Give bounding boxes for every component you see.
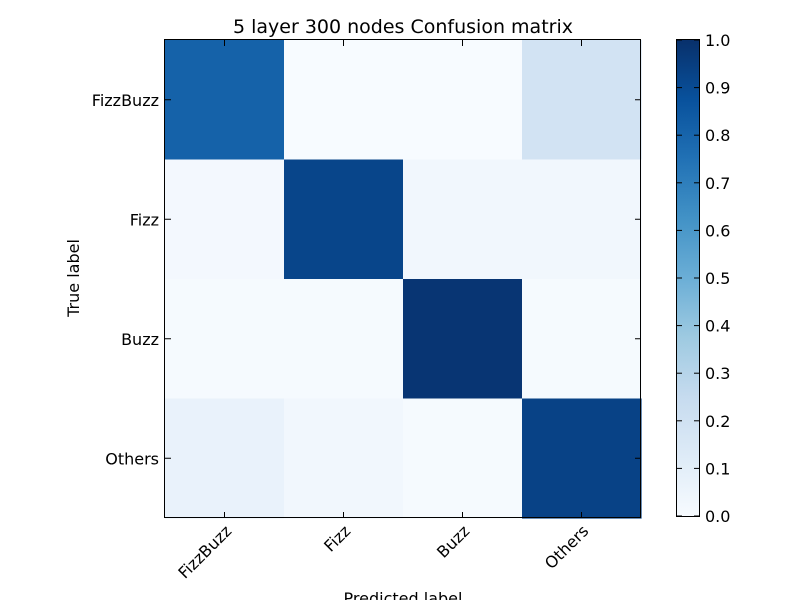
heatmap-cell (522, 279, 642, 400)
heatmap-cell (165, 279, 285, 400)
colorbar-tick-label: 0.1 (705, 459, 730, 478)
heatmap-cell (403, 40, 523, 161)
colorbar-tick-label: 0.8 (705, 126, 730, 145)
colorbar-tick-label: 0.6 (705, 221, 730, 240)
x-tick-label: FizzBuzz (174, 521, 235, 582)
y-tick-label: Fizz (130, 210, 159, 229)
y-tick-label: FizzBuzz (92, 91, 159, 110)
x-axis-label: Predicted label (344, 589, 463, 600)
heatmap-cells (165, 40, 642, 519)
heatmap-cell (403, 279, 523, 400)
colorbar-tick-label: 1.0 (705, 31, 730, 50)
y-tick-label: Buzz (121, 330, 159, 349)
colorbar-ticks: 0.0 0.1 0.2 0.3 0.4 0.5 0.6 0.7 0.8 0.9 1.0 (677, 31, 730, 526)
heatmap-cell (403, 398, 523, 519)
x-tick-label: Others (541, 521, 592, 572)
heatmap-cell (522, 159, 642, 280)
colorbar-tick-label: 0.0 (705, 507, 730, 526)
colorbar-tick-label: 0.4 (705, 317, 730, 336)
heatmap-cell (522, 398, 642, 519)
heatmap-cell (284, 159, 404, 280)
heatmap-cell (165, 40, 285, 161)
x-tick-label: Fizz (320, 521, 354, 555)
heatmap-cell (165, 398, 285, 519)
x-tick-labels: FizzBuzz Fizz Buzz Others (174, 521, 592, 582)
plot-frame (164, 39, 641, 518)
chart-title: 5 layer 300 nodes Confusion matrix (233, 16, 573, 38)
axis-ticks (165, 40, 641, 518)
heatmap-cell (284, 398, 404, 519)
heatmap-cell (403, 159, 523, 280)
heatmap-cell (284, 40, 404, 161)
y-axis-label: True label (64, 239, 83, 318)
heatmap-cell (522, 40, 642, 161)
heatmap-cell (284, 279, 404, 400)
colorbar-tick-label: 0.7 (705, 174, 730, 193)
x-tick-label: Buzz (433, 521, 473, 561)
y-tick-label: Others (105, 449, 159, 468)
heatmap-cell (165, 159, 285, 280)
colorbar-tick-label: 0.5 (705, 269, 730, 288)
colorbar-tick-label: 0.3 (705, 364, 730, 383)
colorbar-tick-label: 0.9 (705, 79, 730, 98)
colorbar-tick-label: 0.2 (705, 412, 730, 431)
colorbar (676, 39, 700, 517)
